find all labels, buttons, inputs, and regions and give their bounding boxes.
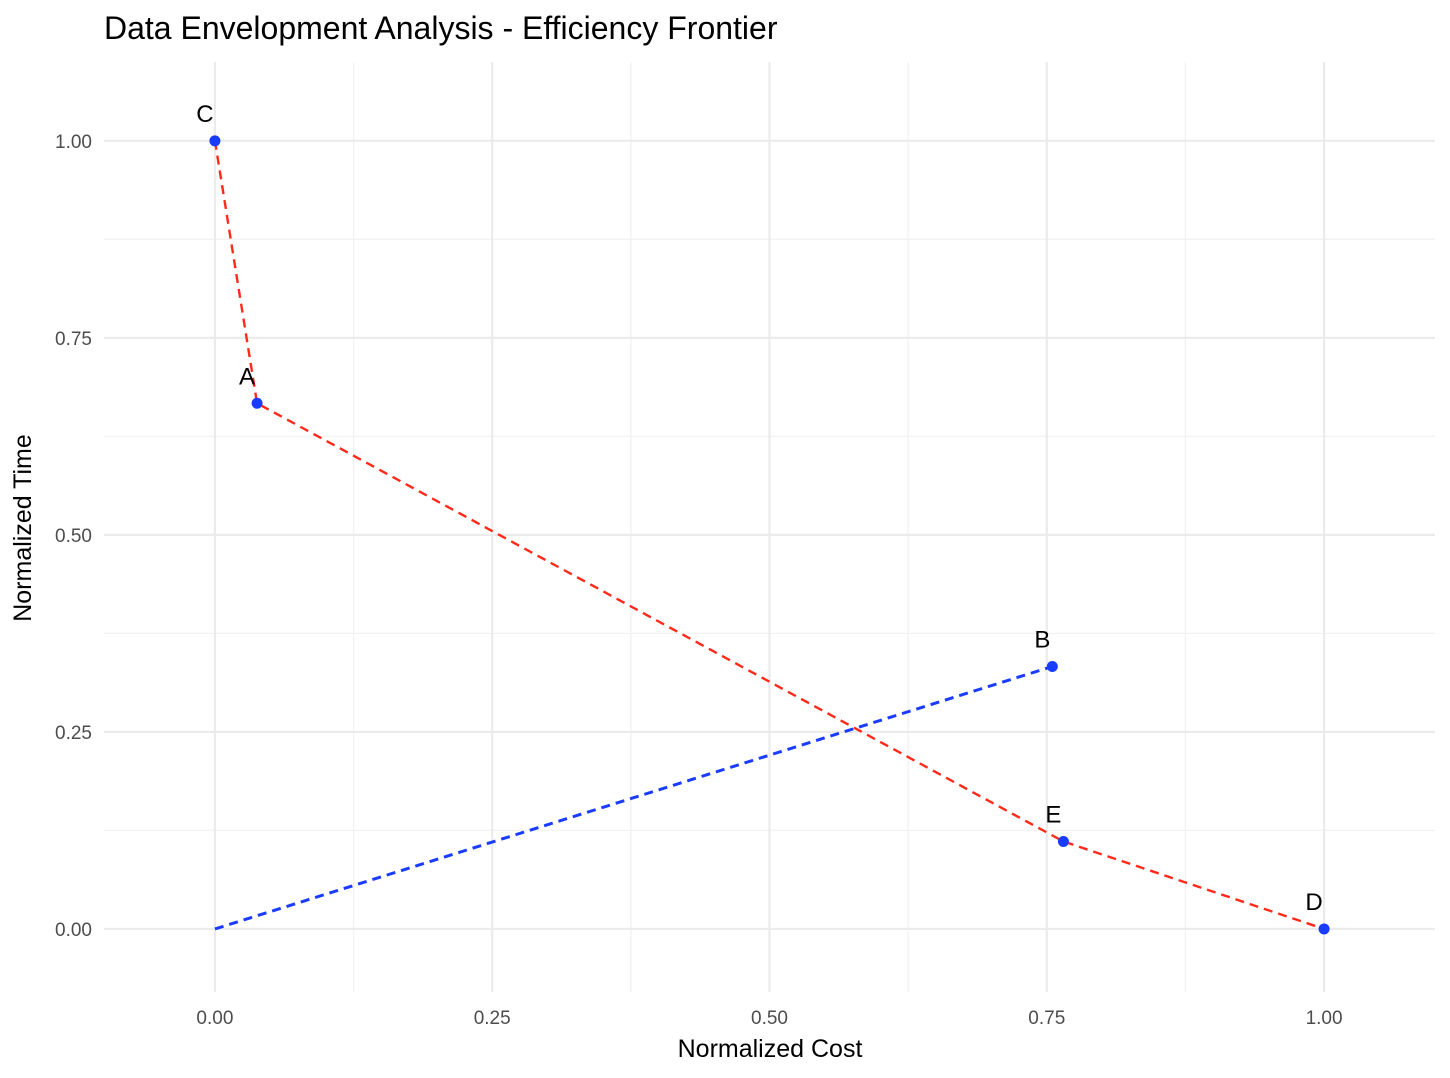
tick-layer: 0.00 0.25 0.50 0.75 1.00 0.00 0.25 0.50 0.75 1.00 (55, 132, 1343, 1029)
data-point-b (1046, 661, 1058, 672)
line-layer (213, 140, 1325, 931)
chart-title: Data Envelopment Analysis - Efficiency F… (104, 10, 778, 46)
x-tick-label: 1.00 (1306, 1008, 1343, 1029)
point-label-c: C (196, 101, 213, 128)
y-tick-label: 1.00 (55, 132, 92, 153)
x-tick-label: 0.00 (196, 1008, 233, 1029)
data-point-e (1057, 835, 1069, 847)
data-point-a (251, 397, 263, 409)
projection-line (214, 665, 1053, 931)
frontier-line (213, 140, 1325, 931)
point-label-a: A (239, 363, 255, 390)
x-tick-label: 0.25 (474, 1008, 511, 1029)
y-tick-label: 0.50 (55, 526, 92, 547)
x-tick-label: 0.50 (751, 1008, 788, 1029)
y-tick-label: 0.25 (55, 723, 92, 744)
y-tick-label: 0.75 (55, 329, 92, 350)
x-tick-label: 0.75 (1028, 1008, 1065, 1029)
grid-layer (104, 62, 1435, 992)
x-axis-title: Normalized Cost (678, 1035, 863, 1063)
point-label-d: D (1305, 889, 1322, 916)
point-label-b: B (1034, 627, 1050, 654)
y-axis-title: Normalized Time (9, 434, 37, 622)
y-tick-label: 0.00 (55, 920, 92, 941)
point-layer (209, 135, 1330, 935)
data-point-c (209, 135, 221, 147)
point-label-e: E (1045, 801, 1061, 828)
label-layer: C A B E D (196, 101, 1323, 916)
data-point-d (1318, 923, 1330, 935)
